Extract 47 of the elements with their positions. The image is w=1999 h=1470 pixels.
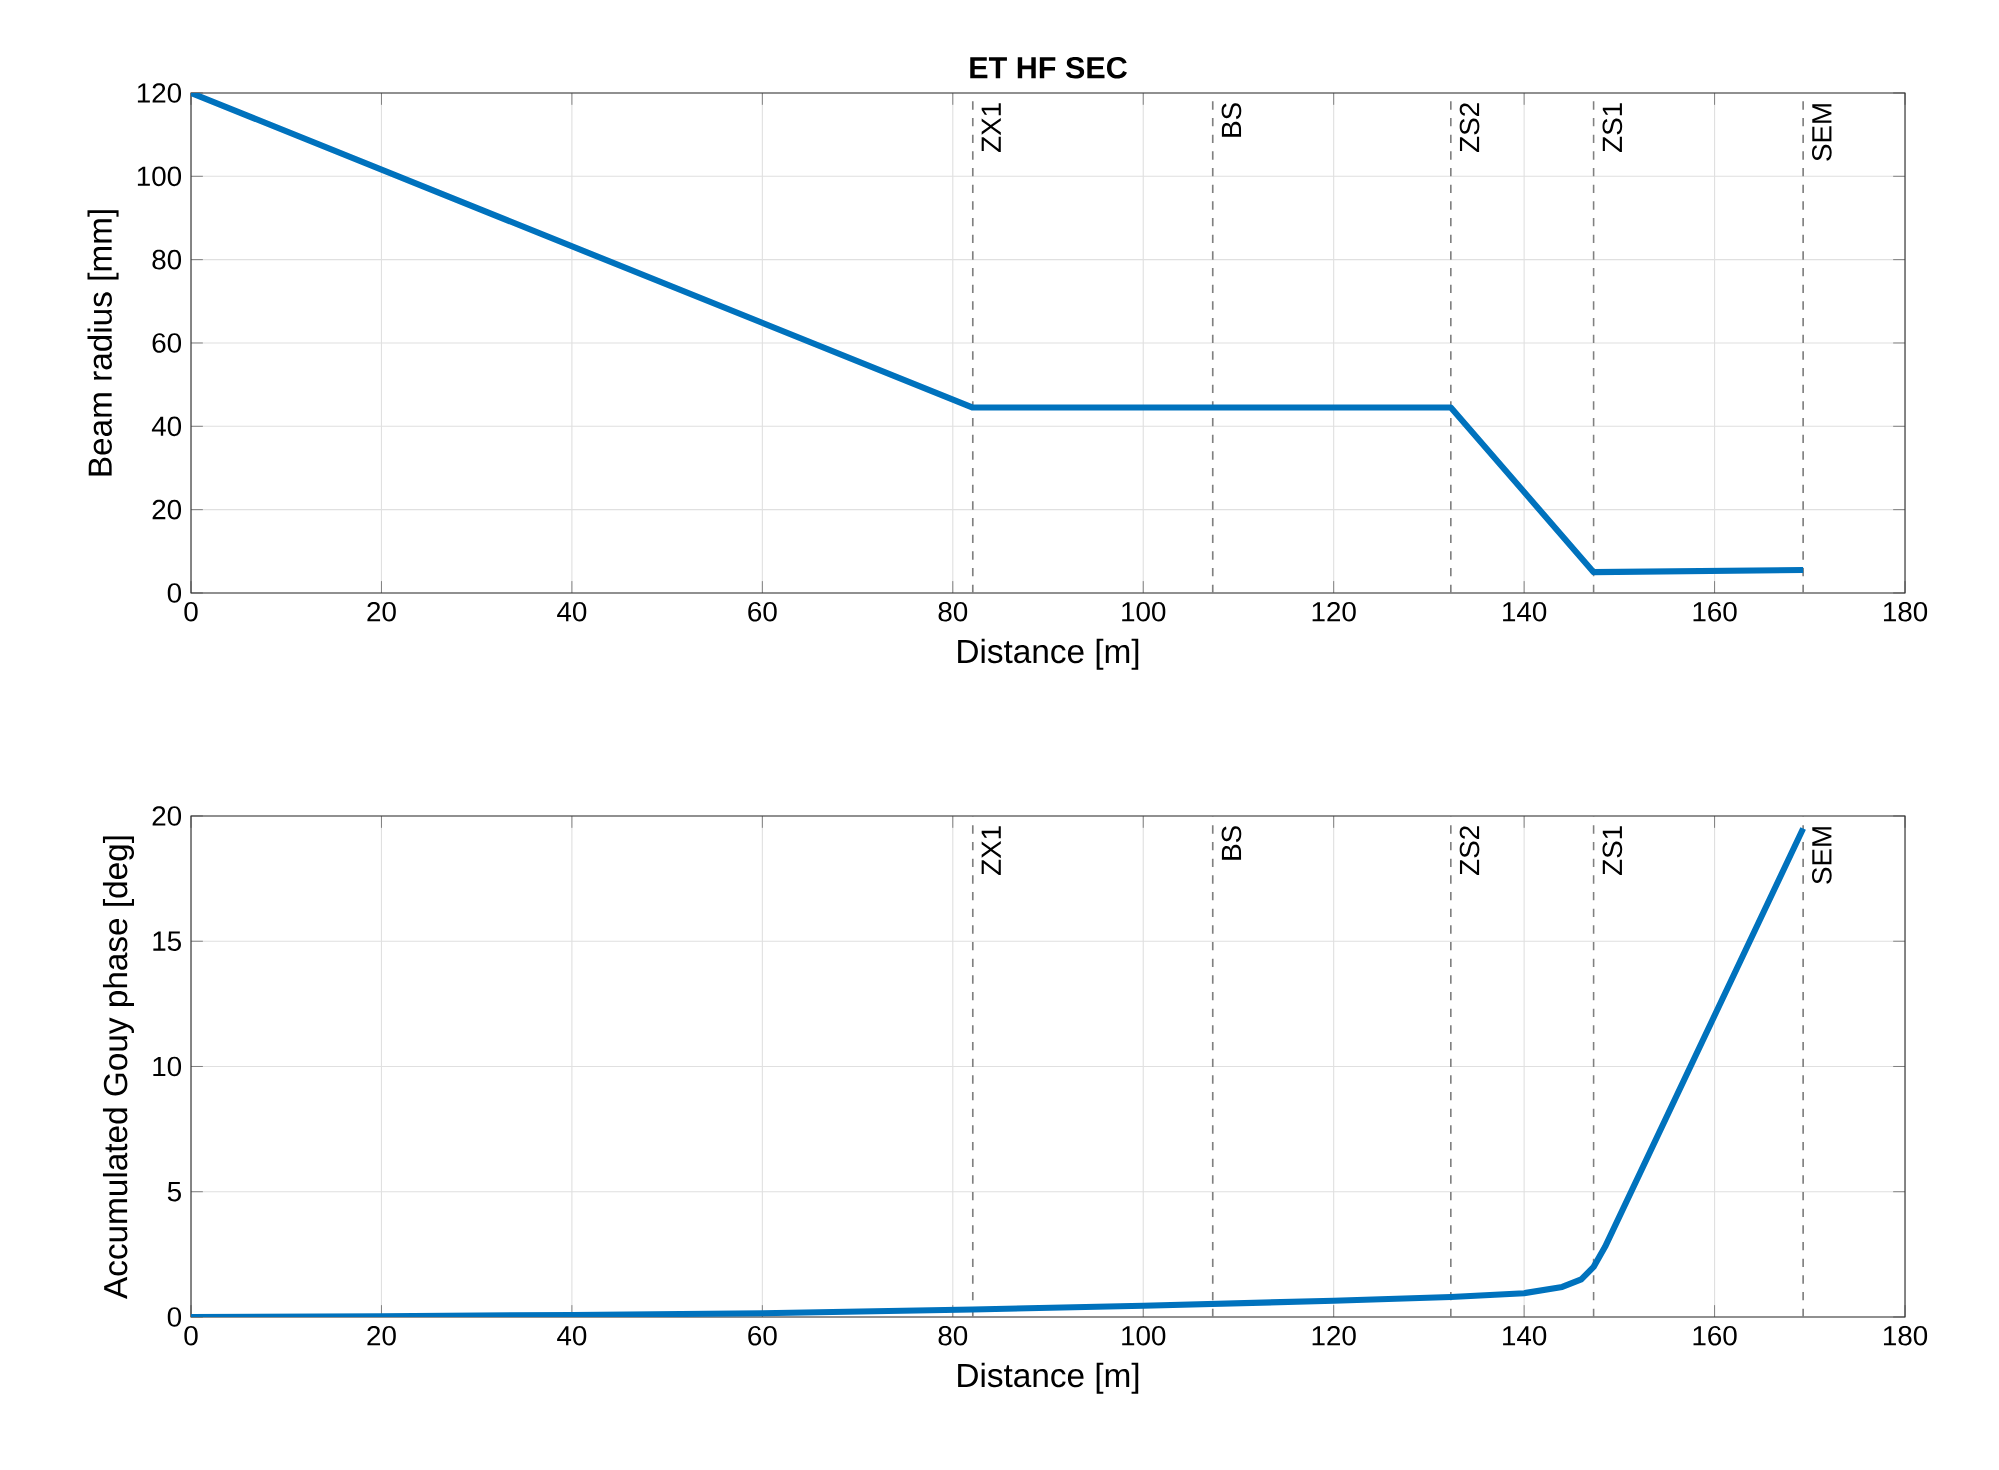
x-tick-label: 120 (1312, 601, 1356, 622)
y-tick-label: 20 (152, 806, 182, 826)
x-tick-label: 20 (367, 1325, 396, 1346)
y-tick-label: 10 (153, 1056, 182, 1077)
y-tick-label: 80 (152, 249, 182, 270)
x-tick-label: 140 (1503, 1325, 1547, 1346)
ref-line-label: ZS2 (1459, 826, 1480, 875)
x-tick-label: 60 (748, 1325, 777, 1346)
x-tick-label: 100 (1122, 601, 1166, 622)
x-tick-label: 80 (938, 601, 968, 622)
x-tick-label: 100 (1122, 1325, 1166, 1346)
x-tick-label: 80 (938, 1325, 968, 1346)
ref-line-label: SEM (1812, 104, 1832, 161)
x-tick-label: 0 (184, 1325, 198, 1346)
x-tick-label: 180 (1883, 1325, 1928, 1346)
x-tick-label: 160 (1693, 601, 1737, 622)
ref-line-label: ZS1 (1602, 103, 1623, 152)
x-tick-label: 40 (557, 601, 587, 622)
y-tick-label: 100 (137, 166, 182, 187)
y-tick-label: 120 (137, 83, 182, 103)
x-tick-label: 140 (1503, 601, 1547, 622)
ref-line-label: ZS1 (1602, 826, 1623, 875)
x-axis-title: Distance [m] (958, 638, 1139, 670)
y-tick-label: 5 (167, 1182, 181, 1202)
y-tick-label: 40 (151, 416, 182, 437)
ref-line-label: ZX1 (981, 103, 1001, 152)
y-tick-label: 20 (152, 499, 182, 520)
y-tick-label: 0 (167, 1307, 182, 1327)
x-tick-label: 160 (1693, 1325, 1737, 1346)
y-axis-title: Accumulated Gouy phase [deg] (102, 836, 135, 1299)
x-axis-title: Distance [m] (958, 1362, 1139, 1394)
x-tick-label: 40 (557, 1325, 587, 1346)
x-tick-label: 120 (1312, 1325, 1356, 1346)
x-tick-label: 180 (1883, 601, 1928, 622)
y-tick-label: 15 (153, 931, 181, 951)
ref-line-label: ZX1 (981, 826, 1001, 875)
ref-line-label: SEM (1812, 827, 1832, 884)
x-tick-label: 20 (367, 601, 396, 622)
x-tick-label: 60 (748, 601, 777, 622)
chart-title: ET HF SEC (970, 56, 1127, 79)
x-tick-label: 0 (184, 601, 198, 622)
y-tick-label: 60 (152, 333, 182, 353)
y-axis-title: Beam radius [mm] (87, 210, 119, 476)
ref-line-label: BS (1221, 826, 1242, 860)
ref-line-label: ZS2 (1459, 103, 1480, 152)
ref-line-label: BS (1221, 103, 1242, 137)
y-tick-label: 0 (167, 583, 182, 603)
